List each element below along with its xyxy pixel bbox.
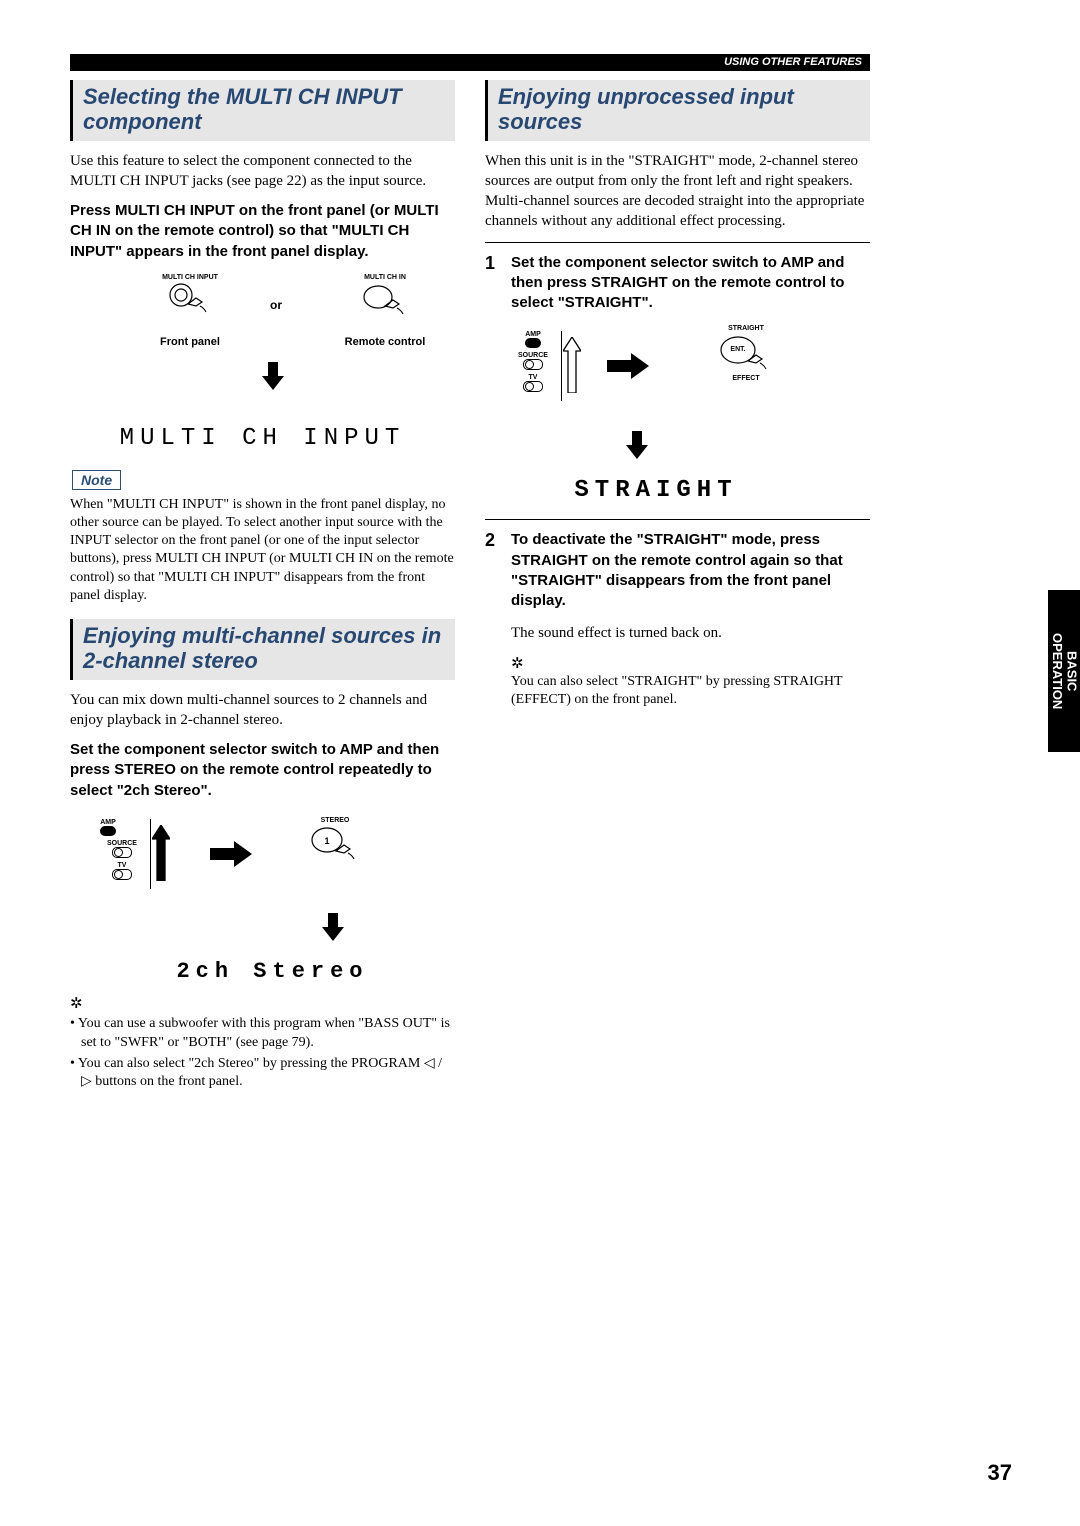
- up-arrow-icon: [563, 337, 581, 393]
- note-body: When "MULTI CH INPUT" is shown in the fr…: [70, 496, 455, 605]
- right-arrow-icon: [607, 353, 649, 379]
- right-arrow-icon: [210, 841, 252, 867]
- switch-pos-icon: [112, 847, 132, 858]
- divider: [485, 519, 870, 520]
- caption: Remote control: [340, 336, 430, 348]
- tip-icon: [70, 995, 83, 1012]
- instruction-text: Set the component selector switch to AMP…: [70, 740, 455, 801]
- body-text: The sound effect is turned back on.: [511, 623, 870, 643]
- instruction-text: Press MULTI CH INPUT on the front panel …: [70, 201, 455, 262]
- diagram-2ch: AMP SOURCE TV: [100, 813, 455, 988]
- switch-label: SOURCE: [511, 352, 555, 359]
- tip-item: You can also select "2ch Stereo" by pres…: [70, 1055, 455, 1093]
- switch-pos-icon: [112, 869, 132, 880]
- tip-text: You can also select "STRAIGHT" by pressi…: [511, 673, 870, 709]
- switch-label: TV: [511, 374, 555, 381]
- note-label: Note: [72, 470, 121, 490]
- label: MULTI CH INPUT: [150, 274, 230, 281]
- switch-label: AMP: [511, 331, 555, 338]
- down-arrow-icon: [262, 362, 284, 390]
- tip-icon: [511, 655, 524, 672]
- step-1: 1 Set the component selector switch to A…: [485, 253, 870, 506]
- label: STRAIGHT: [701, 325, 791, 332]
- or-text: or: [270, 298, 282, 312]
- display-readout: STRAIGHT: [491, 477, 821, 504]
- up-arrow-icon: [152, 825, 170, 881]
- step-number: 1: [485, 253, 511, 506]
- switch-label: AMP: [100, 819, 116, 826]
- body-text: You can mix down multi-channel sources t…: [70, 690, 455, 731]
- tip-list: You can use a subwoofer with this progra…: [70, 1015, 455, 1093]
- switch-pos-filled-icon: [100, 826, 116, 836]
- side-tab-text: OPERATION: [1050, 633, 1065, 709]
- switch-pos-filled-icon: [525, 338, 541, 348]
- button-press-icon: 1: [310, 825, 360, 865]
- section-title-straight: Enjoying unprocessed input sources: [485, 80, 870, 141]
- switch-pos-icon: [523, 381, 543, 392]
- content-columns: Selecting the MULTI CH INPUT component U…: [70, 80, 870, 1094]
- switch-label: TV: [100, 862, 144, 869]
- side-tab: BASIC OPERATION: [1048, 590, 1080, 752]
- divider: [485, 242, 870, 243]
- tip-text: You can also select "2ch Stereo" by pres…: [78, 1056, 442, 1090]
- page-number: 37: [988, 1460, 1012, 1486]
- body-text: When this unit is in the "STRAIGHT" mode…: [485, 151, 870, 232]
- svg-text:1: 1: [324, 836, 329, 846]
- section-title-multich: Selecting the MULTI CH INPUT component: [70, 80, 455, 141]
- label: MULTI CH IN: [340, 274, 430, 281]
- button-press-icon: [168, 282, 212, 314]
- button-press-icon: [361, 282, 409, 318]
- tip-item: You can use a subwoofer with this progra…: [70, 1015, 455, 1053]
- instruction-text: To deactivate the "STRAIGHT" mode, press…: [511, 530, 870, 611]
- svg-text:ENT.: ENT.: [730, 346, 745, 353]
- section-title-2ch: Enjoying multi-channel sources in 2-chan…: [70, 619, 455, 680]
- label: STEREO: [300, 817, 370, 824]
- switch-label: SOURCE: [100, 840, 144, 847]
- caption: Front panel: [150, 336, 230, 348]
- left-column: Selecting the MULTI CH INPUT component U…: [70, 80, 455, 1094]
- switch-pos-icon: [523, 359, 543, 370]
- instruction-text: Set the component selector switch to AMP…: [511, 253, 870, 314]
- display-readout: MULTI CH INPUT: [70, 425, 455, 452]
- diagram-multich: MULTI CH INPUT Front panel or MULTI CH I…: [70, 274, 455, 419]
- label: EFFECT: [701, 375, 791, 382]
- down-arrow-icon: [322, 913, 344, 941]
- step-number: 2: [485, 530, 511, 709]
- page-header: USING OTHER FEATURES: [70, 54, 870, 71]
- diagram-straight: AMP SOURCE TV: [511, 325, 870, 505]
- button-press-icon: ENT.: [718, 333, 774, 379]
- down-arrow-icon: [626, 431, 648, 459]
- body-text: Use this feature to select the component…: [70, 151, 455, 192]
- side-tab-text: BASIC: [1064, 651, 1079, 691]
- right-column: Enjoying unprocessed input sources When …: [485, 80, 870, 1094]
- step-2: 2 To deactivate the "STRAIGHT" mode, pre…: [485, 530, 870, 709]
- display-readout: 2ch Stereo: [100, 959, 445, 984]
